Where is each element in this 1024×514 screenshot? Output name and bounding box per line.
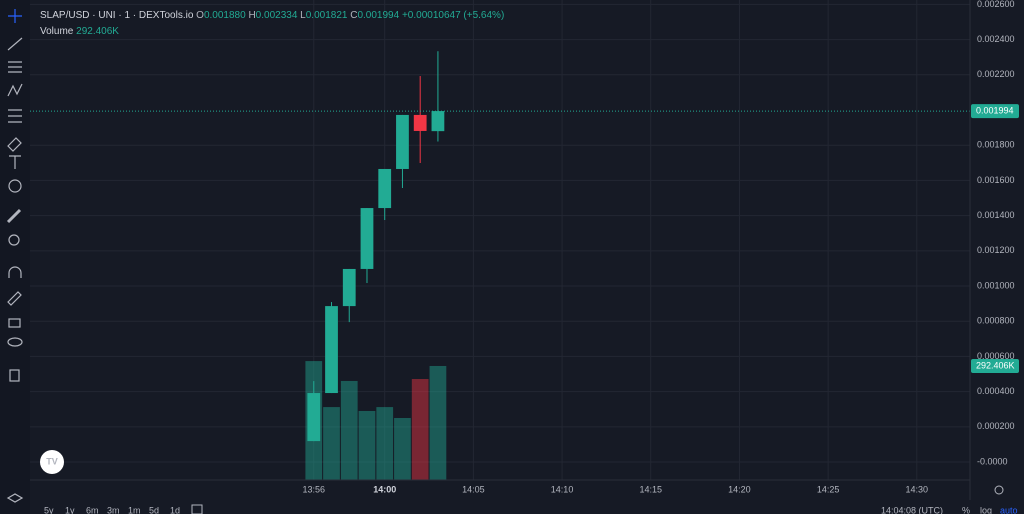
svg-text:TV: TV [46,456,58,466]
range-button[interactable]: 5y [44,505,54,514]
high-value: 0.002334 [256,10,298,21]
y-tick-label: 0.000800 [977,316,1015,326]
candle-body [396,114,409,169]
volume-value: 292.406K [76,26,119,37]
y-tick-label: 0.001000 [977,280,1015,290]
low-label: L [300,10,306,21]
brush-tool[interactable] [7,137,22,152]
last-price-box [971,104,1019,119]
forecast-tool[interactable] [8,109,22,123]
volume-bar [340,380,358,480]
volume-bar [411,379,429,480]
layers-tool[interactable] [6,493,24,503]
log-toggle[interactable]: log [980,505,992,514]
close-label: C [350,10,357,21]
candle-body [325,306,338,394]
y-tick-label: 0.000400 [977,386,1015,396]
x-tick-label: 14:15 [639,484,662,494]
last-volume-box [971,358,1019,373]
candle-body [307,393,321,442]
range-button[interactable]: 6m [86,505,99,514]
header: SLAP/USD · UNI · 1 · DEXTools.io O0.0018… [40,10,504,21]
left-toolbar [0,0,30,514]
fib-tool[interactable] [8,61,22,73]
open-value: 0.001880 [204,10,246,21]
lock-tool[interactable] [8,318,21,328]
range-button[interactable]: 1y [65,505,75,514]
candle-body [360,208,374,269]
y-tick-label: 0.001400 [977,210,1015,220]
x-tick-label: 13:56 [303,484,326,494]
symbol: SLAP/USD · UNI · 1 · DEXTools.io [40,10,194,21]
volume-title: Volume [40,26,74,37]
range-button[interactable]: 3m [107,505,120,514]
candle-body [431,111,445,132]
x-tick-label: 14:05 [462,484,485,494]
pattern-tool[interactable] [7,83,23,97]
volume-bar [429,365,447,480]
trendline-tool[interactable] [7,37,23,51]
last-price-label: 0.001994 [976,105,1014,115]
volume-bar [394,418,411,480]
toolbar-icons [6,9,24,503]
range-button[interactable]: 1d [170,505,180,514]
auto-toggle[interactable]: auto [1000,505,1018,514]
magnet-tool[interactable] [8,266,22,278]
trash-tool[interactable] [9,369,20,382]
plot-area [30,0,970,480]
range-button[interactable]: 1m [128,505,141,514]
close-value: 0.001994 [357,10,399,21]
y-tick-label: 0.001600 [977,175,1015,185]
candle-body [413,114,427,131]
ruler-tool[interactable] [6,208,22,224]
range-button[interactable]: 5d [149,505,159,514]
y-tick-label: 0.001200 [977,245,1015,255]
x-tick-label: 14:30 [906,484,929,494]
change: +0.00010647 (+5.64%) [402,10,504,21]
hide-tool[interactable] [7,337,23,347]
high-label: H [248,10,255,21]
y-tick-label: 0.002400 [977,34,1015,44]
y-tick-label: 0.002600 [977,0,1015,9]
open-label: O [196,10,204,21]
low-value: 0.001821 [306,10,348,21]
y-tick-label: 0.002200 [977,69,1015,79]
text-tool[interactable] [9,155,21,169]
volume-bar [323,407,340,480]
crosshair-tool[interactable] [8,9,22,23]
lock-draw-tool[interactable] [7,291,22,306]
zoom-tool[interactable] [8,234,20,246]
settings-button[interactable] [994,485,1004,495]
percent-toggle[interactable]: % [962,505,970,514]
x-tick-label: 14:00 [373,484,396,494]
y-tick-label: 0.000200 [977,421,1015,431]
y-tick-label: 0.000600 [977,351,1015,361]
volume-legend: Volume 292.406K [40,26,119,37]
emoji-tool[interactable] [8,179,22,193]
x-tick-label: 14:25 [817,484,840,494]
candle-body [342,268,356,307]
tv-logo: TV [40,450,64,474]
y-tick-label: -0.0000 [977,456,1008,466]
last-volume-label: 292.406K [976,360,1015,370]
volume-bar [376,407,394,480]
x-tick-label: 14:20 [728,484,751,494]
y-tick-label: 0.001800 [977,140,1015,150]
x-tick-label: 14:10 [551,484,574,494]
calendar-button[interactable] [191,504,203,514]
clock: 14:04:08 (UTC) [881,505,943,514]
volume-bar [358,410,376,480]
candle-body [378,168,392,209]
